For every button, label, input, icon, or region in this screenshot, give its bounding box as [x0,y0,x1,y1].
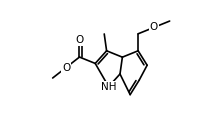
Text: NH: NH [101,82,116,92]
Text: O: O [150,22,158,32]
Text: O: O [75,35,83,45]
Text: O: O [62,63,70,73]
